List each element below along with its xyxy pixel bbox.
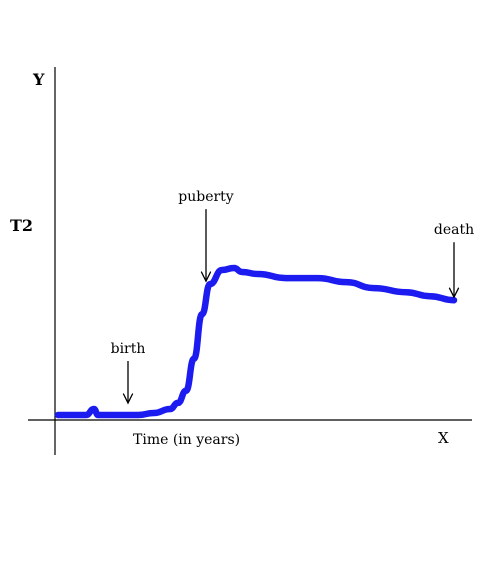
series-layer [54,264,458,419]
y-axis-letter: Y [32,70,45,89]
y-tick-label-t2: T2 [10,216,33,235]
annotation-arrow-head [200,271,212,283]
annotation-label: birth [111,341,146,357]
x-axis-letter: X [438,429,449,447]
annotation-label: puberty [178,189,234,205]
annotation-puberty: puberty [178,189,234,283]
annotation-layer: birth puberty death [111,189,474,405]
annotation-arrow-head [122,393,134,405]
annotation-death: death [434,222,474,299]
annotation-arrow-head [448,287,460,299]
annotation-birth: birth [111,341,146,405]
series-line-0 [54,264,458,419]
x-axis-title: Time (in years) [133,432,240,448]
annotation-label: death [434,222,474,238]
